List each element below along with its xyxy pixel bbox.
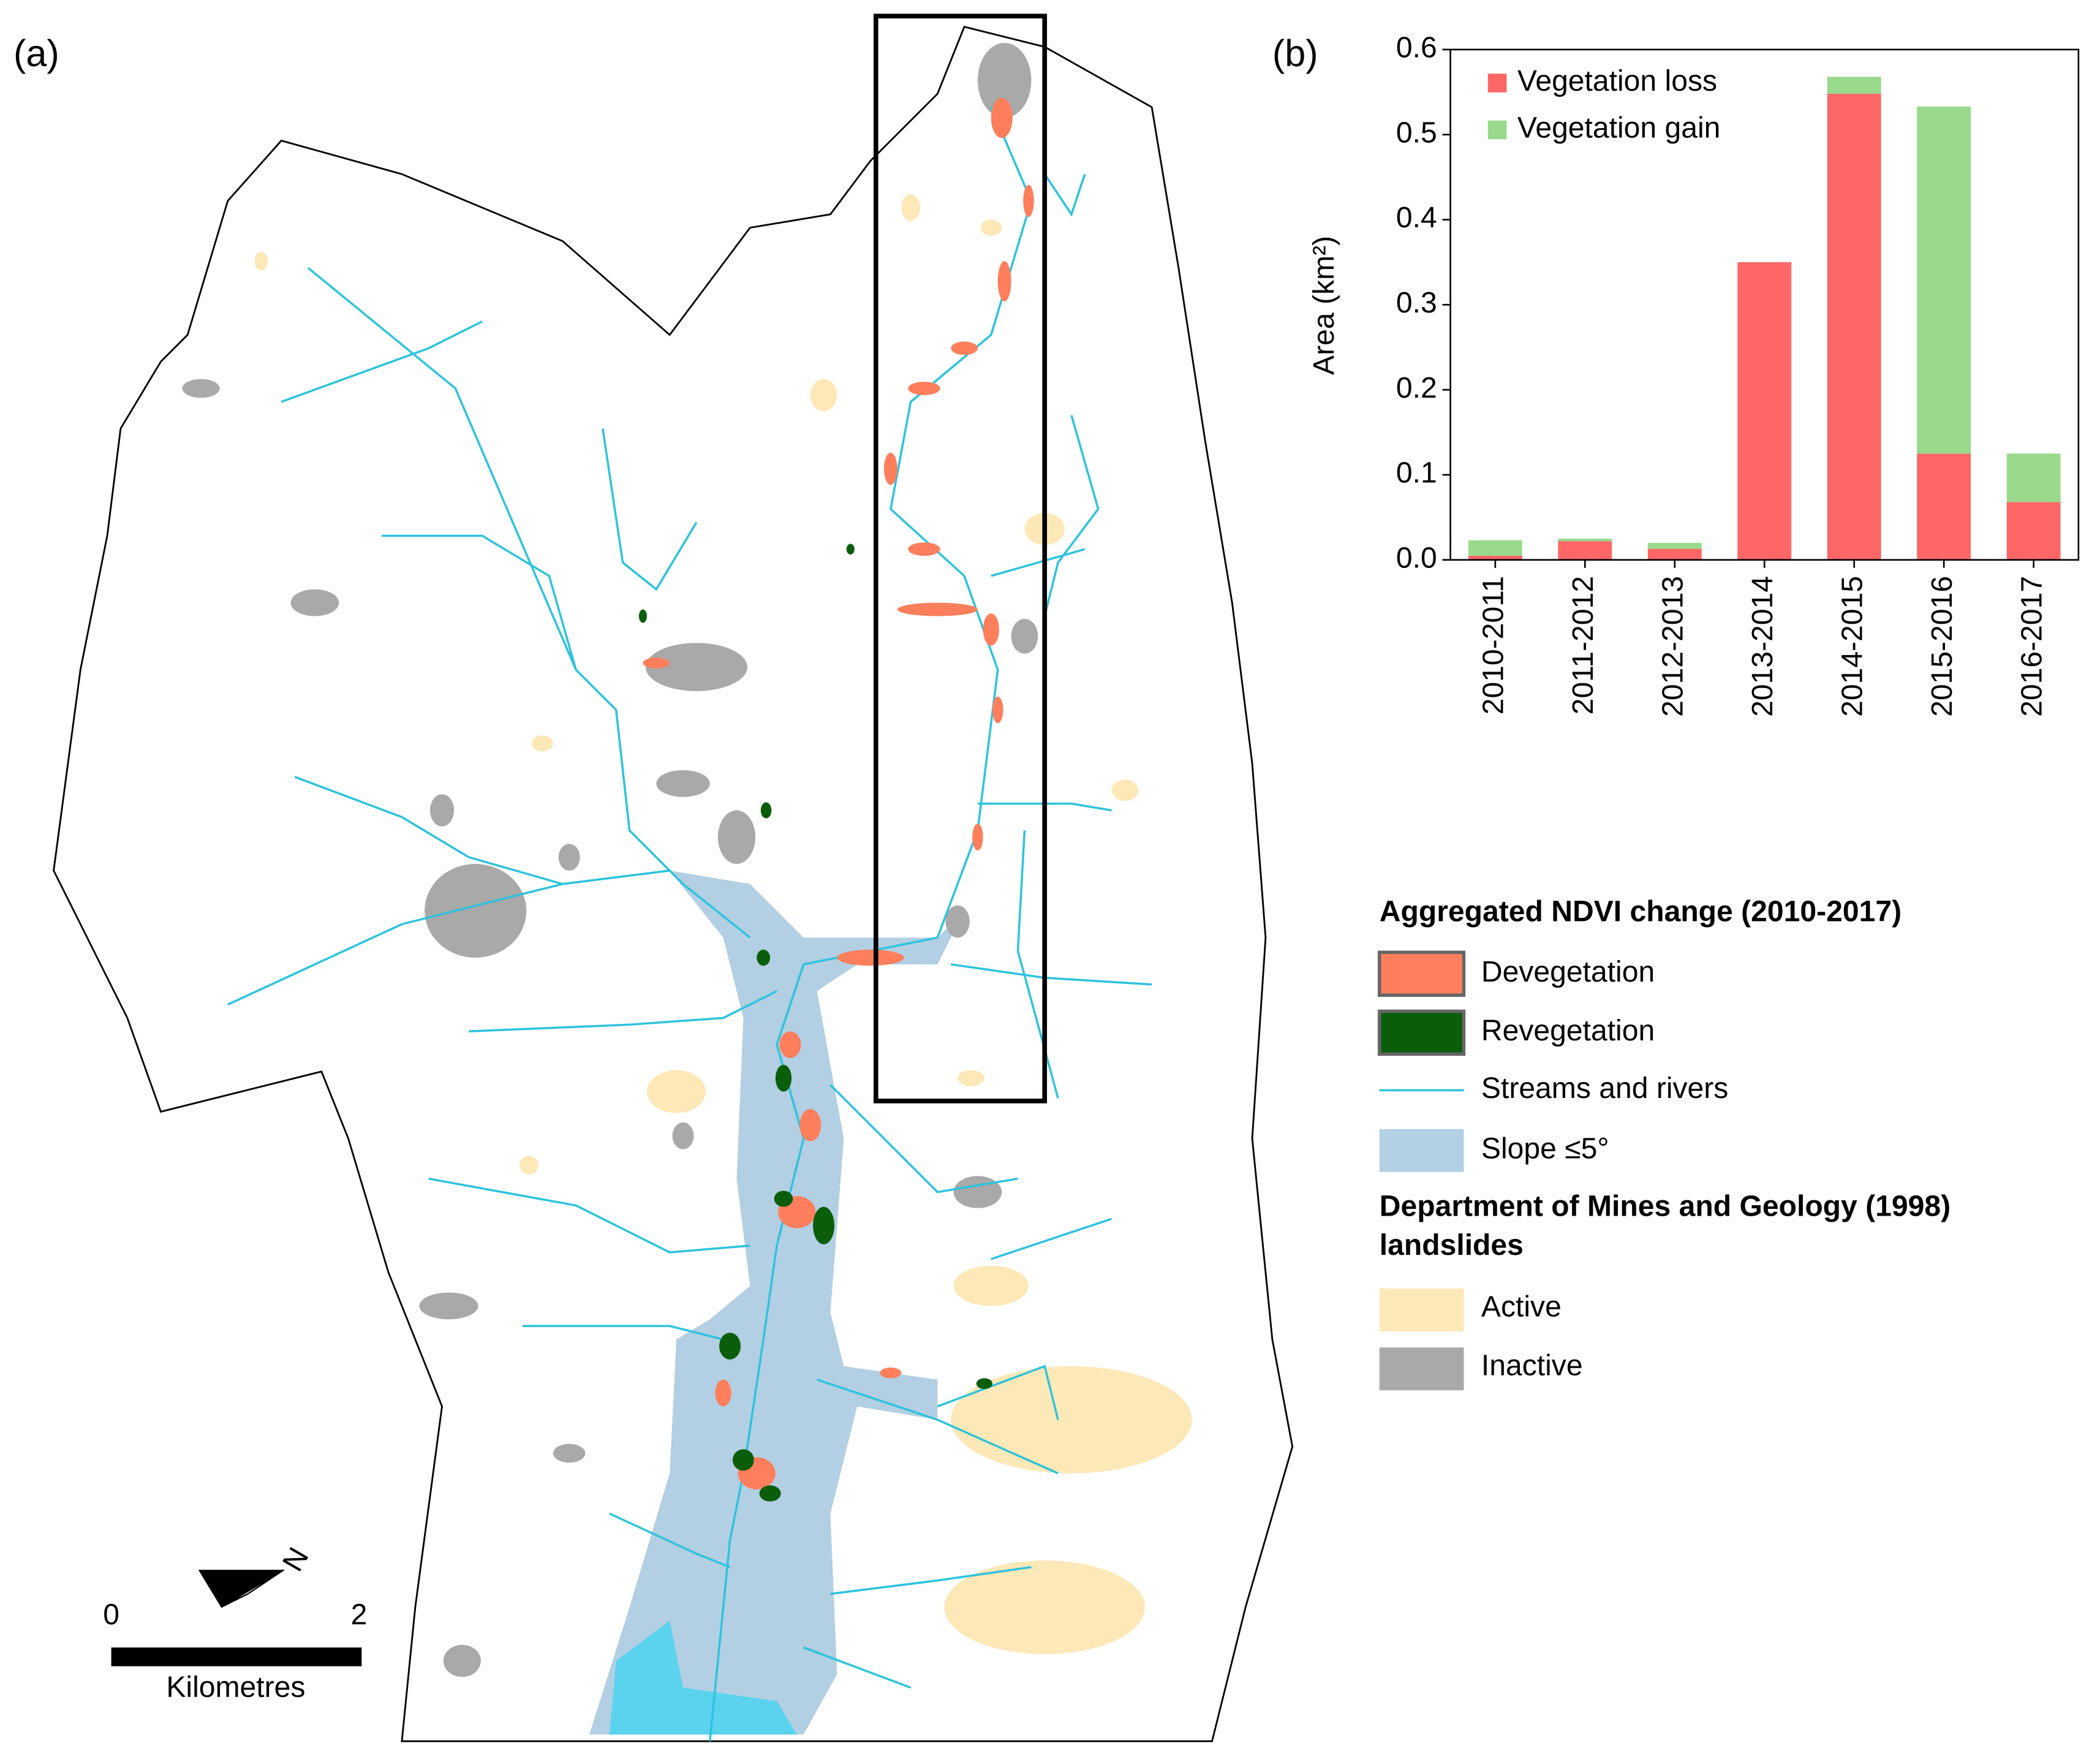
y-axis-label: Area (km²) — [1307, 236, 1340, 375]
map: (a) N 0 2 Kilometres — [13, 13, 1294, 1743]
map-legend: Aggregated NDVI change (2010-2017) Deveg… — [1378, 895, 1951, 1391]
reservoir — [609, 1621, 797, 1735]
scale-start: 0 — [103, 1598, 119, 1631]
x-tick-label: 2010-2011 — [1477, 576, 1510, 714]
y-tick-label: 0.2 — [1396, 371, 1437, 404]
panel-label: (a) — [13, 32, 59, 74]
bar-segment — [1468, 540, 1522, 556]
active-landslides — [254, 194, 1192, 1654]
swatch — [1379, 1129, 1464, 1172]
scale-unit: Kilometres — [166, 1670, 305, 1703]
legend-item: Devegetation — [1481, 955, 1655, 988]
bar-segment — [1647, 548, 1702, 560]
watershed — [53, 26, 1294, 1743]
legend-item: Slope ≤5° — [1481, 1132, 1609, 1165]
legend-label: Vegetation loss — [1517, 64, 1717, 97]
y-tick-label: 0.3 — [1396, 286, 1437, 319]
panel-label: (b) — [1272, 32, 1318, 74]
x-tick-label: 2015-2016 — [1925, 576, 1958, 717]
swatch — [1379, 1288, 1464, 1331]
north-arrow-half — [221, 1569, 285, 1608]
devegetation — [643, 97, 1034, 1490]
bar-segment — [1647, 542, 1702, 549]
x-tick-label: 2011-2012 — [1566, 576, 1600, 714]
bar-chart: (b) Area (km²) 0.0 0.1 0.2 0.3 0.4 0.5 0.6 2010… — [1272, 31, 2080, 717]
bar-segment — [1737, 262, 1792, 560]
scale-end: 2 — [351, 1598, 368, 1631]
y-tick-label: 0.6 — [1396, 31, 1437, 64]
legend-label: Vegetation gain — [1517, 112, 1720, 145]
legend-title: Department of Mines and Geology (1998) — [1380, 1190, 1951, 1223]
y-tick-label: 0.1 — [1396, 456, 1437, 490]
swatch — [1379, 1347, 1464, 1391]
bar-segment — [2006, 453, 2061, 502]
bar-segment — [1827, 77, 1881, 94]
bar-segment — [1468, 555, 1522, 560]
legend-item: Active — [1481, 1290, 1562, 1323]
revegetation — [638, 543, 993, 1502]
x-tick-label: 2014-2015 — [1835, 576, 1868, 717]
legend-item: Streams and rivers — [1481, 1072, 1728, 1105]
bar-segment — [1827, 94, 1881, 560]
bar-segment — [1917, 453, 1971, 560]
legend-swatch — [1487, 120, 1507, 140]
legend-swatch — [1487, 74, 1507, 93]
streams — [227, 107, 1152, 1742]
inactive-landslides — [182, 42, 1038, 1677]
y-tick-label: 0.0 — [1396, 541, 1437, 574]
x-tick-label: 2016-2017 — [2015, 576, 2048, 717]
bar-segment — [1917, 106, 1971, 454]
bar-segment — [1558, 541, 1612, 560]
x-tick-label: 2012-2013 — [1656, 576, 1689, 717]
plot-frame — [1449, 48, 2080, 561]
north-arrow — [198, 1570, 284, 1608]
swatch — [1378, 950, 1466, 997]
legend-title: Aggregated NDVI change (2010-2017) — [1380, 895, 1902, 928]
swatch — [1378, 1009, 1466, 1056]
y-tick-label: 0.4 — [1396, 201, 1437, 234]
y-tick-label: 0.5 — [1396, 116, 1437, 149]
bar-segment — [2006, 502, 2061, 560]
scale-bar — [111, 1647, 362, 1667]
legend-title: landslides — [1380, 1228, 1524, 1262]
x-tick-label: 2013-2014 — [1746, 576, 1779, 717]
slope-area — [589, 870, 965, 1735]
legend-item: Inactive — [1481, 1349, 1583, 1382]
bar-segment — [1558, 539, 1612, 542]
focus-box — [873, 13, 1048, 1103]
legend-item: Revegetation — [1481, 1014, 1655, 1047]
